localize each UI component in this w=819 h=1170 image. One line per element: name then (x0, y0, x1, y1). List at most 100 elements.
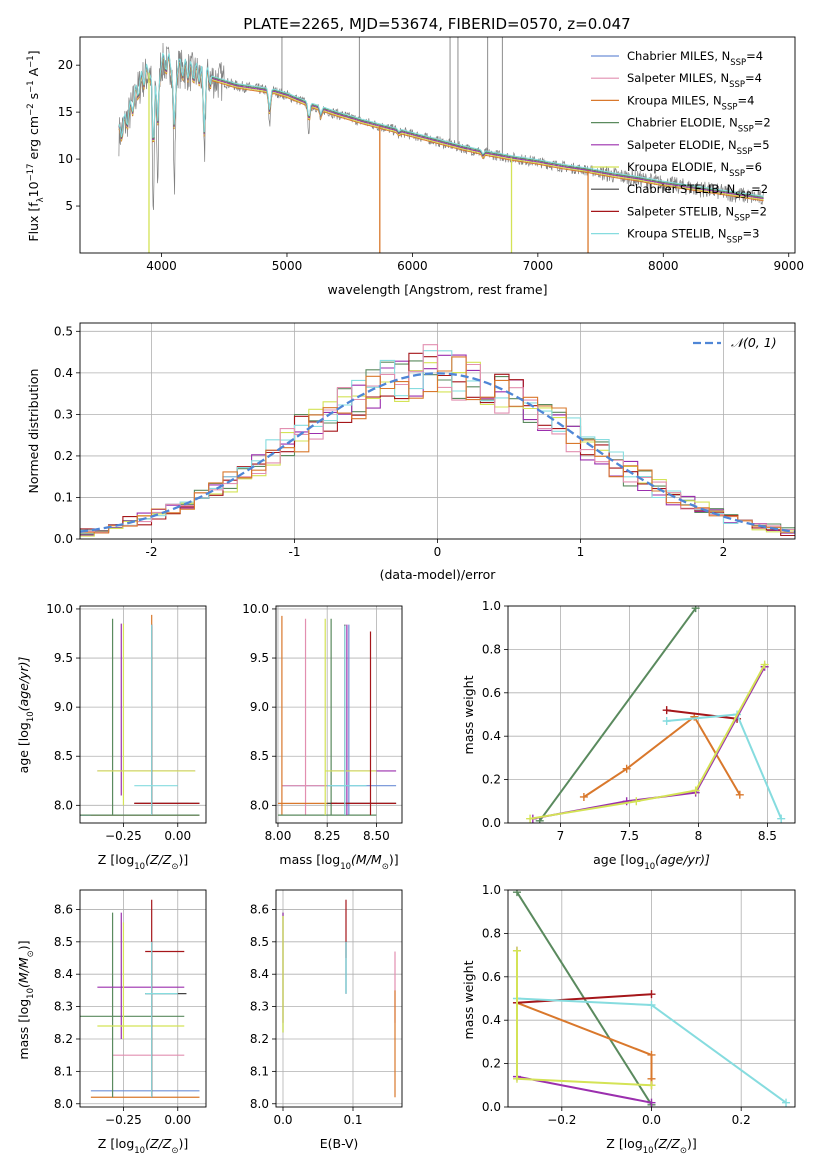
label-part: =6 (745, 160, 762, 174)
axes-residuals: -2 -1 0 1 2 0.0 0.1 0.2 0.3 0.4 0.5 𝒩(0, 1) (data-mo… (26, 322, 796, 582)
y-tick-label: 0.2 (54, 449, 73, 463)
y-tick-label: 8.1 (250, 1064, 269, 1078)
x-tick-label: 7000 (523, 259, 554, 273)
label-part: −1 (26, 55, 36, 68)
label-part: λ (36, 197, 46, 202)
label-part: mass weight (461, 960, 476, 1039)
x-axis-label: E(B-V) (320, 1136, 359, 1151)
y-tick-label: 0.5 (54, 324, 73, 338)
x-tick-label: 0.00 (164, 1113, 191, 1127)
label-part: Flux [f (26, 202, 41, 242)
axes-spectrum: 4000 5000 6000 7000 8000 9000 5 10 15 20 wavelengt… (26, 36, 804, 297)
label-part: erg cm (26, 116, 41, 164)
legend-entry-kroupa_miles: Kroupa MILES, NSSP=4 (627, 93, 754, 112)
x-tick-label: -2 (146, 545, 158, 559)
weight-point (691, 786, 700, 795)
label-part: SSP (737, 147, 753, 157)
label-part: SSP (729, 80, 745, 90)
x-axis-label: wavelength [Angstrom, rest frame] (327, 282, 547, 297)
label-part: Salpeter STELIB, N (627, 204, 734, 218)
label-part: ⊙ (382, 862, 389, 872)
label-part: SSP (730, 58, 746, 68)
x-tick-label: 0 (434, 545, 442, 559)
axes-frame (79, 36, 796, 254)
y-tick-label: 8.5 (250, 935, 269, 949)
label-part: )] (389, 852, 399, 867)
label-part: Chabrier ELODIE, N (627, 116, 738, 130)
y-tick-label: 9.0 (250, 700, 269, 714)
label-part: =5 (753, 138, 770, 152)
weight-point (782, 1098, 791, 1107)
weight-point (647, 1001, 656, 1010)
label-part: −17 (26, 163, 36, 181)
y-tick-label: 0.3 (54, 407, 73, 421)
y-tick-label: 8.2 (250, 1032, 269, 1046)
label-part: 10 (134, 1146, 145, 1156)
weight-point (662, 706, 671, 715)
axes-frame (275, 889, 403, 1108)
legend-entry-salpeter_elodie: Salpeter ELODIE, NSSP=5 (627, 138, 770, 157)
weight-line-salpeter_elodie (532, 666, 766, 820)
y-tick-label: 8.5 (54, 749, 73, 763)
label-part: (Z/Z (145, 852, 172, 867)
axes-weight_vs_age: 7 7.5 8 8.5 0.0 0.2 0.4 0.6 0.8 1.0 age [log10(age… (461, 599, 796, 872)
label-part: )] (687, 1136, 697, 1151)
model-spectrum-line (118, 57, 764, 202)
weight-point (662, 717, 671, 726)
x-tick-label: 8.00 (265, 829, 292, 843)
label-part: mass [log (279, 852, 340, 867)
plot-area-residuals (80, 344, 795, 537)
label-part: SSP (727, 236, 743, 246)
y-tick-label: 8.0 (250, 1097, 269, 1111)
y-tick-label: 0.2 (482, 773, 501, 787)
plot-area-age_vs_mass (277, 615, 397, 816)
label-part: Z [log (98, 852, 134, 867)
label-part: )] (178, 852, 188, 867)
weight-point (579, 792, 588, 801)
plot-area-spectrum (118, 37, 764, 253)
label-part: 10 (644, 862, 655, 872)
weight-point (512, 946, 521, 955)
weight-point (777, 814, 786, 823)
label-part: SSP (734, 213, 750, 223)
label-part: −2 (26, 103, 36, 116)
legend-entry-salpeter_miles: Salpeter MILES, NSSP=4 (627, 71, 762, 90)
x-tick-label: 0.0 (642, 1113, 661, 1127)
legend-entry-chabrier_elodie: Chabrier ELODIE, NSSP=2 (627, 116, 771, 135)
weight-point (512, 1074, 521, 1083)
legend-entry-kroupa_stelib: Kroupa STELIB, NSSP=3 (627, 227, 759, 246)
legend-entry-kroupa_elodie: Kroupa ELODIE, NSSP=6 (627, 160, 762, 179)
y-tick-label: 8.3 (54, 1000, 73, 1014)
y-tick-label: 8.6 (250, 902, 269, 916)
y-tick-label: 8.4 (250, 967, 269, 981)
x-tick-label: 5000 (272, 259, 303, 273)
label-part: Kroupa MILES, N (627, 93, 722, 107)
label-part: SSP (735, 191, 751, 201)
model-spectrum-line (118, 55, 764, 199)
y-tick-label: 0.8 (482, 926, 501, 940)
y-tick-label: 1.0 (482, 883, 501, 897)
y-tick-label: 0.0 (482, 816, 501, 830)
label-part: =4 (746, 49, 763, 63)
label-part: Chabrier STELIB, N (627, 182, 735, 196)
x-tick-label: 7.5 (620, 829, 639, 843)
label-part: ⊙ (680, 1146, 687, 1156)
label-part: (age/yr)] (655, 852, 710, 867)
y-tick-label: 0.1 (54, 490, 73, 504)
weight-line-chabrier_elodie (538, 607, 697, 822)
y-tick-label: 0.6 (482, 686, 501, 700)
y-tick-label: 0.4 (482, 1013, 501, 1027)
y-tick-label: 0.4 (54, 366, 73, 380)
weight-point (622, 797, 631, 806)
plot-area-weight_vs_age (526, 606, 786, 823)
x-tick-label: 4000 (146, 259, 177, 273)
y-tick-label: 8.0 (54, 798, 73, 812)
label-part: 10 (340, 862, 351, 872)
x-tick-label: 2 (720, 545, 728, 559)
x-tick-label: 8.50 (363, 829, 390, 843)
label-part: ⊙ (171, 1146, 178, 1156)
label-part: =3 (742, 227, 759, 241)
label-part: )] (16, 940, 31, 950)
y-tick-label: 9.5 (54, 651, 73, 665)
weight-point (647, 1081, 656, 1090)
